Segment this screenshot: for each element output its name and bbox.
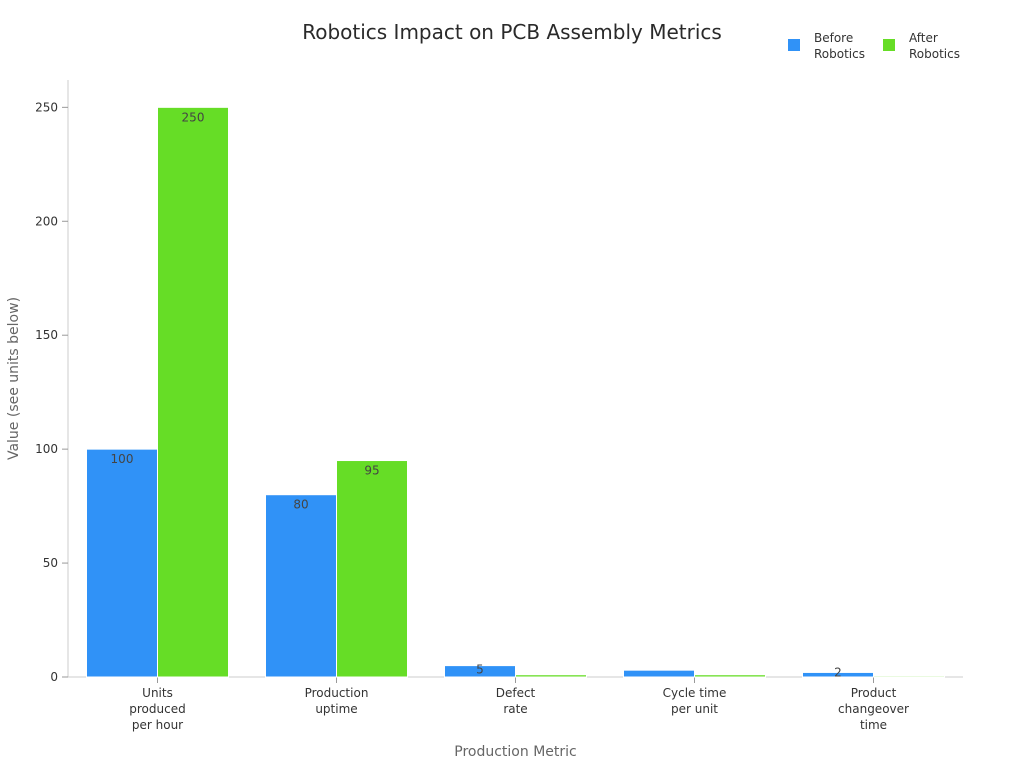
bar-after[interactable] xyxy=(694,674,766,678)
legend-item-after[interactable]: After Robotics xyxy=(883,30,960,62)
y-tick-label: 200 xyxy=(35,214,58,228)
bar-after[interactable] xyxy=(336,460,408,678)
y-axis-title: Value (see units below) xyxy=(6,297,22,460)
legend-label-after: After Robotics xyxy=(909,31,960,61)
bar-before[interactable] xyxy=(265,494,337,678)
bar-before[interactable] xyxy=(444,665,516,678)
x-tick-label: Product changeover time xyxy=(838,686,909,732)
bar-before[interactable] xyxy=(623,669,695,678)
data-label: 5 xyxy=(476,662,484,676)
y-tick-label: 0 xyxy=(50,670,58,684)
bar-before[interactable] xyxy=(802,671,874,678)
x-axis-title: Production Metric xyxy=(454,744,576,760)
x-tick-label: Defect rate xyxy=(496,686,536,716)
data-label: 80 xyxy=(293,498,308,512)
axes-layer: 0 50 100 150 200 250 Units produced per hour Prod… xyxy=(35,80,963,732)
chart-title: Robotics Impact on PCB Assembly Metrics xyxy=(302,20,722,44)
data-label: 95 xyxy=(364,464,379,478)
data-label: 2 xyxy=(834,666,842,680)
legend-swatch-after xyxy=(883,39,895,51)
bars-layer xyxy=(86,106,945,678)
y-tick-label: 250 xyxy=(35,100,58,114)
bar-after[interactable] xyxy=(515,674,587,678)
legend-label-before: Before Robotics xyxy=(814,31,865,61)
legend-item-before[interactable]: Before Robotics xyxy=(788,30,865,62)
bar-after[interactable] xyxy=(873,675,945,678)
labels-layer: 100 250 80 95 5 2 xyxy=(111,110,842,679)
y-tick-label: 50 xyxy=(43,556,58,570)
x-tick-label: Cycle time per unit xyxy=(663,686,727,716)
x-tick-label: Production uptime xyxy=(305,686,369,716)
legend: Before Robotics After Robotics xyxy=(788,30,960,62)
bar-after[interactable] xyxy=(157,106,229,678)
y-tick-label: 150 xyxy=(35,328,58,342)
x-tick-label: Units produced per hour xyxy=(129,686,185,732)
bar-before[interactable] xyxy=(86,448,158,678)
legend-swatch-before xyxy=(788,39,800,51)
data-label: 100 xyxy=(111,452,134,466)
y-tick-label: 100 xyxy=(35,442,58,456)
data-label: 250 xyxy=(182,110,205,124)
